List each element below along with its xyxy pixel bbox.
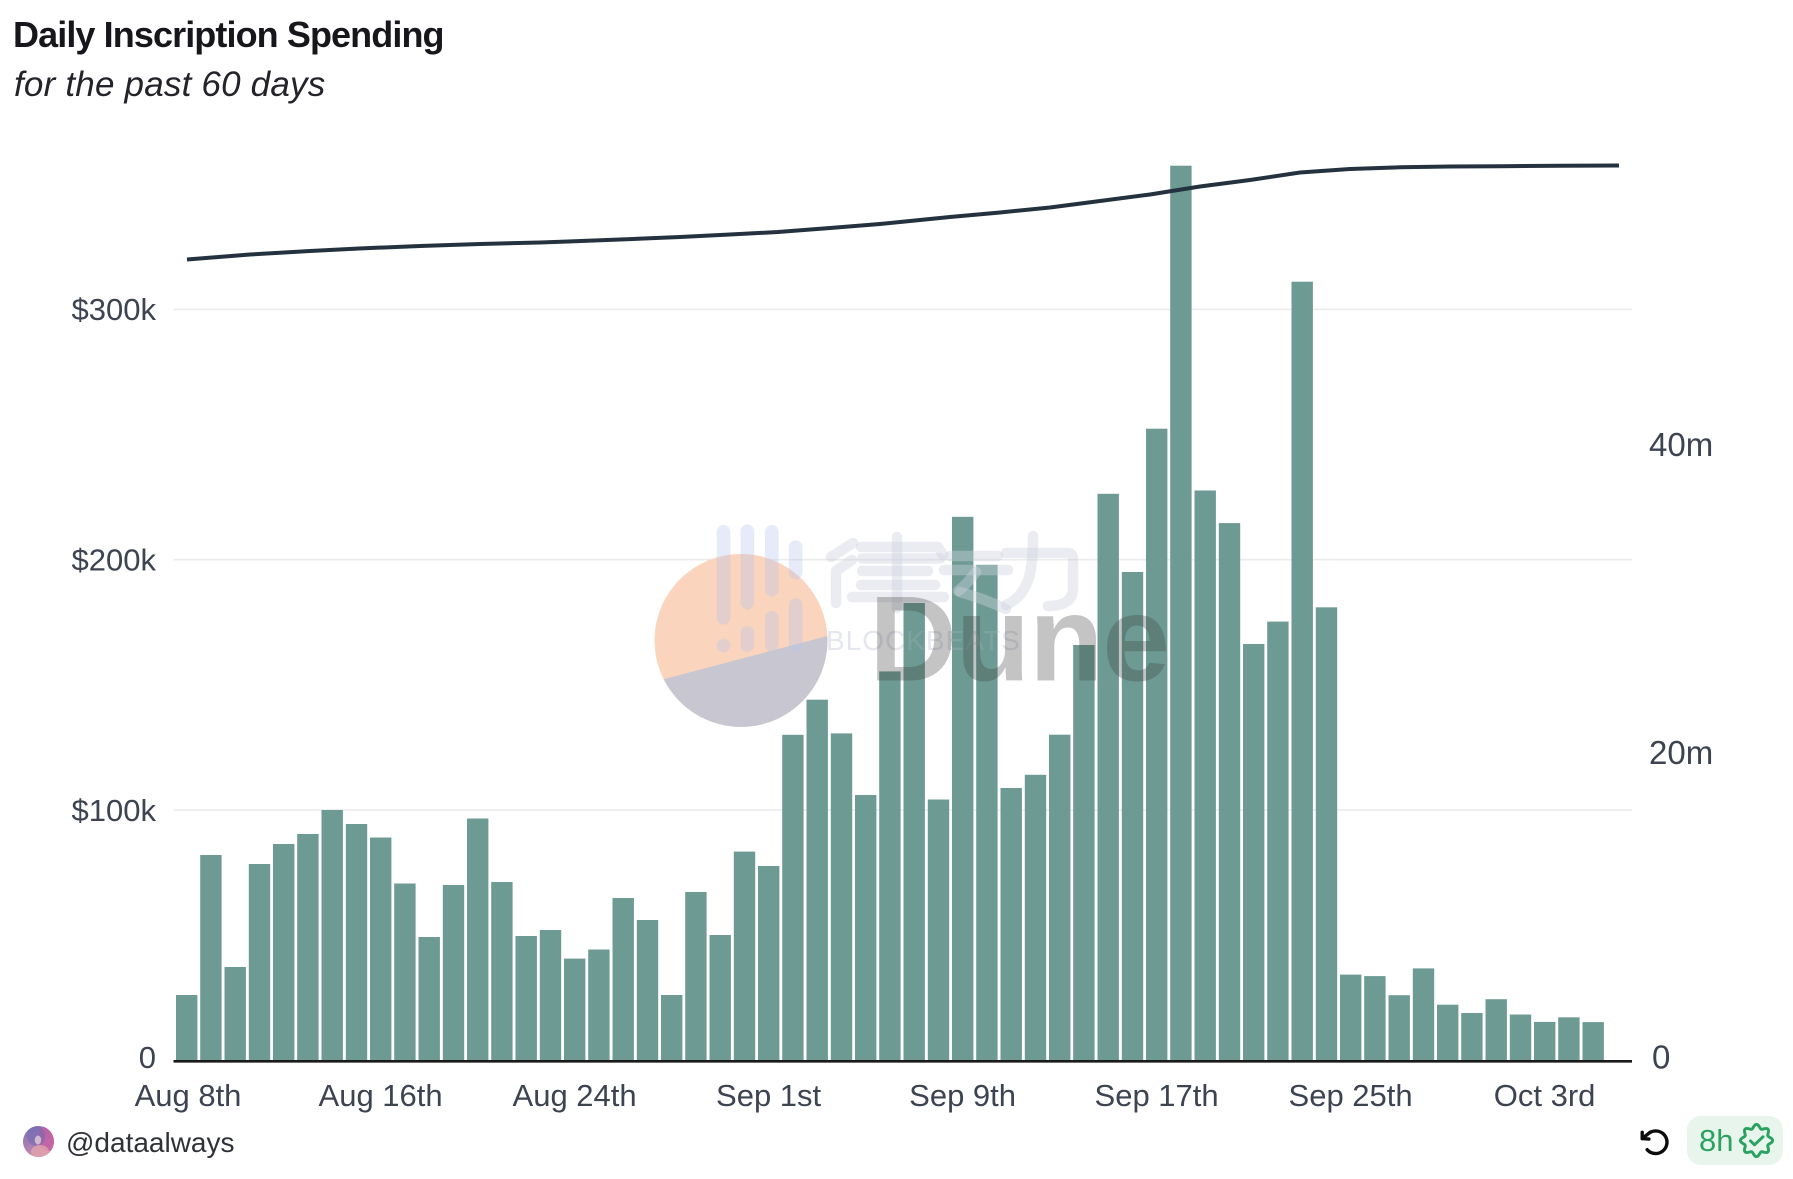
svg-text:Sep 17th: Sep 17th [1095, 1078, 1219, 1113]
svg-text:Oct 3rd: Oct 3rd [1494, 1078, 1596, 1113]
svg-text:Sep 1st: Sep 1st [716, 1078, 822, 1113]
svg-text:40m: 40m [1649, 426, 1713, 463]
svg-text:BLOCKBEATS: BLOCKBEATS [826, 625, 1021, 656]
svg-text:Sep 25th: Sep 25th [1289, 1078, 1413, 1113]
svg-text:0: 0 [139, 1040, 156, 1075]
svg-text:$100k: $100k [72, 793, 157, 828]
svg-text:Aug 24th: Aug 24th [513, 1078, 637, 1113]
svg-text:Aug 8th: Aug 8th [135, 1078, 242, 1113]
svg-text:0: 0 [1652, 1039, 1670, 1076]
svg-text:Sep 9th: Sep 9th [909, 1078, 1016, 1113]
svg-text:20m: 20m [1649, 734, 1713, 771]
svg-text:$300k: $300k [72, 292, 157, 327]
svg-text:Aug 16th: Aug 16th [319, 1078, 443, 1113]
svg-text:$200k: $200k [72, 542, 157, 577]
svg-text:Dune: Dune [869, 571, 1169, 707]
